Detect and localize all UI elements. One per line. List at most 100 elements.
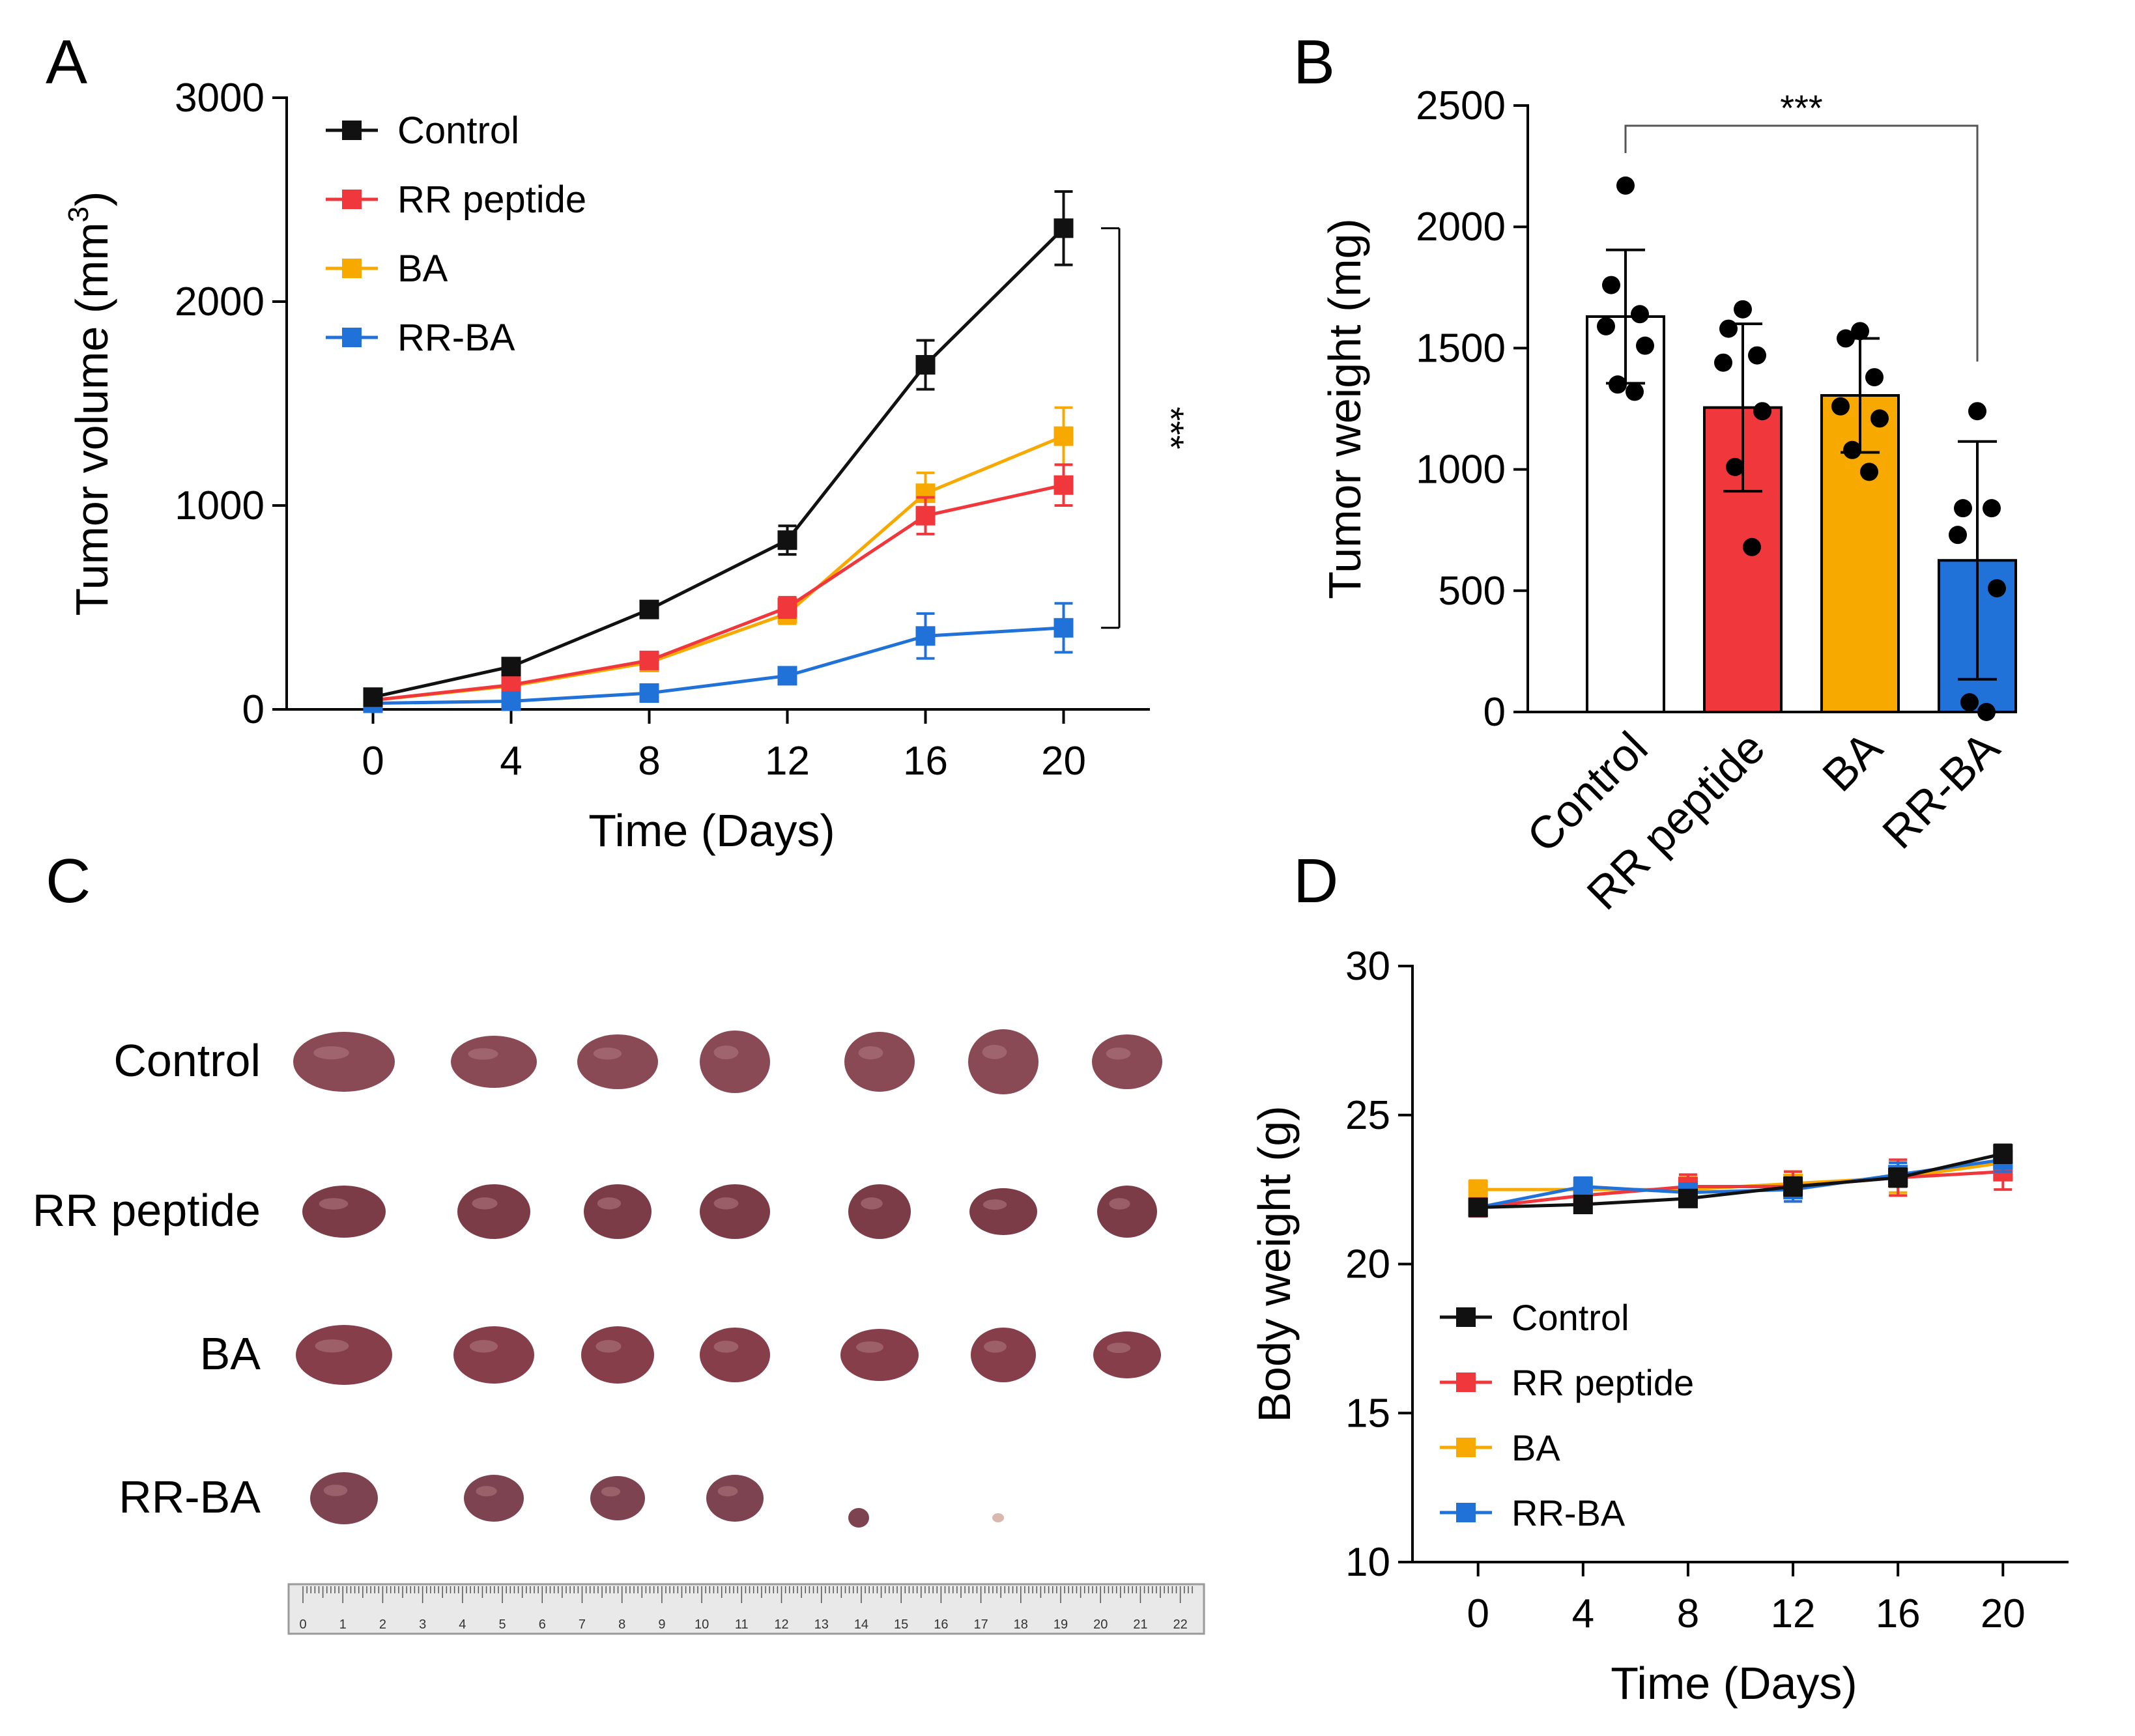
tumor-body <box>293 1032 395 1092</box>
data-point <box>501 675 521 695</box>
legend-entry: RR-BA <box>326 317 515 359</box>
ruler-number: 3 <box>419 1617 426 1632</box>
tumor-highlight <box>593 1047 622 1060</box>
y-tick-label: 0 <box>1483 690 1506 735</box>
data-point <box>1053 618 1074 638</box>
y-axis-title-text: Body weight (g) <box>1249 1105 1300 1422</box>
data-dot <box>1865 368 1884 387</box>
ruler-number: 10 <box>695 1617 709 1632</box>
tumor-highlight <box>468 1048 498 1060</box>
series-line <box>373 483 1065 702</box>
data-point <box>915 626 936 646</box>
data-point <box>1053 475 1074 495</box>
row-label: Control <box>113 1035 261 1086</box>
ruler-number: 11 <box>735 1617 749 1632</box>
ruler-number: 17 <box>973 1617 988 1632</box>
tumor-body <box>584 1184 652 1239</box>
ruler-number: 0 <box>299 1617 306 1632</box>
tumor-sample <box>848 1184 911 1239</box>
tumor-sample <box>700 1184 770 1239</box>
data-dot <box>1631 305 1649 324</box>
panel-label-a: A <box>46 27 87 97</box>
series-line <box>1478 1158 2003 1210</box>
ruler-number: 9 <box>658 1617 665 1632</box>
x-tick-label: 4 <box>500 739 522 784</box>
tumor-highlight <box>597 1197 622 1210</box>
ruler-number: 4 <box>459 1617 466 1632</box>
y-axis-title-text: Tumor volume (mm <box>66 222 117 616</box>
data-dot <box>1743 537 1761 556</box>
tumor-sample <box>451 1036 537 1088</box>
ruler-number: 21 <box>1133 1617 1147 1632</box>
tumor-body <box>577 1034 658 1089</box>
data-dot <box>1602 276 1620 294</box>
tumor-body <box>969 1188 1037 1235</box>
y-tick-label: 1000 <box>175 483 265 528</box>
legend-marker <box>1456 1307 1476 1327</box>
data-point <box>1468 1197 1488 1217</box>
tumor-highlight <box>1106 1047 1131 1060</box>
legend-marker <box>1456 1503 1476 1522</box>
tumor-sample <box>296 1325 392 1385</box>
y-tick-label: 3000 <box>175 76 265 121</box>
tumor-highlight <box>323 1485 348 1496</box>
ruler-number: 20 <box>1093 1617 1108 1632</box>
data-dot <box>1753 402 1771 421</box>
tumor-sample <box>464 1475 524 1522</box>
data-point <box>1573 1195 1593 1214</box>
panel-label-c: C <box>46 846 91 916</box>
tumor-sample <box>302 1186 386 1238</box>
tumor-body <box>302 1186 386 1238</box>
ruler-number: 16 <box>934 1617 948 1632</box>
x-tick-label: 0 <box>362 739 384 784</box>
tumor-sample <box>706 1475 764 1522</box>
legend-entry: Control <box>1440 1297 1629 1338</box>
tumor-body <box>451 1036 537 1088</box>
tumor-highlight <box>717 1486 738 1497</box>
tumor-highlight <box>713 1341 739 1353</box>
tumor-body <box>840 1329 919 1381</box>
panel-label-b: B <box>1293 27 1335 97</box>
legend-marker <box>342 259 362 278</box>
ruler-number: 19 <box>1053 1617 1068 1632</box>
data-point <box>501 657 521 677</box>
ruler-number: 14 <box>854 1617 868 1632</box>
tumor-sample <box>590 1476 645 1520</box>
tumor-body <box>700 1328 770 1382</box>
panel-d-body-weight-chart: 10 15 20 25 30 0 4 8 12 16 20 Time (Days) Body weigh… <box>1249 944 2069 1709</box>
legend-label: RR peptide <box>397 178 586 221</box>
data-dot <box>1609 375 1627 394</box>
data-point <box>1573 1176 1593 1197</box>
x-tick-label: 4 <box>1572 1591 1594 1636</box>
ruler-number: 13 <box>814 1617 829 1632</box>
x-tick-label: 8 <box>1677 1591 1699 1636</box>
series-ba <box>363 406 1074 710</box>
data-point <box>639 650 659 670</box>
data-dot <box>1851 322 1869 341</box>
legend-entry: Control <box>326 109 519 152</box>
data-dot <box>1860 462 1878 481</box>
legend-entry: BA <box>326 248 448 290</box>
y-tick-label: 2000 <box>1416 205 1506 249</box>
series-line <box>373 434 1065 702</box>
legend-label: BA <box>397 248 448 290</box>
tumor-body <box>706 1475 764 1522</box>
x-tick-label: 16 <box>903 739 948 784</box>
y-tick-label: 20 <box>1345 1242 1390 1287</box>
data-dot <box>1714 353 1732 372</box>
tumor-body <box>992 1513 1004 1522</box>
tumor-sample <box>1093 1331 1161 1378</box>
data-dot <box>1960 693 1979 712</box>
ruler-number: 2 <box>379 1617 386 1632</box>
tumor-highlight <box>858 1046 883 1060</box>
y-tick-label: 500 <box>1439 569 1506 614</box>
tumor-body <box>453 1326 534 1384</box>
y-tick-label: 15 <box>1345 1391 1390 1436</box>
tumor-body <box>590 1476 645 1520</box>
data-dot <box>1726 457 1744 476</box>
x-tick-label: 0 <box>1467 1591 1489 1636</box>
data-point <box>1053 426 1074 446</box>
y-axis-title: Tumor weight (mg) <box>1319 218 1370 599</box>
y-tick-label: 30 <box>1345 944 1390 989</box>
